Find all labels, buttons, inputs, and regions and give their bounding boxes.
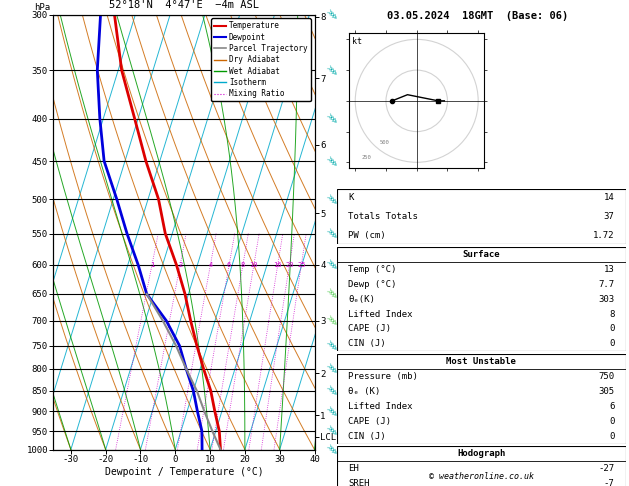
Y-axis label: km
ASL: km ASL bbox=[340, 213, 355, 232]
Text: 10: 10 bbox=[250, 262, 258, 268]
Text: CIN (J): CIN (J) bbox=[348, 432, 386, 441]
Text: EH: EH bbox=[348, 464, 359, 473]
Text: ⋙: ⋙ bbox=[324, 442, 338, 457]
Text: ⋙: ⋙ bbox=[324, 226, 338, 241]
Text: Lifted Index: Lifted Index bbox=[348, 310, 413, 318]
Text: SREH: SREH bbox=[348, 479, 370, 486]
Text: CIN (J): CIN (J) bbox=[348, 339, 386, 348]
Text: ⋙: ⋙ bbox=[324, 154, 338, 169]
Text: ⋙: ⋙ bbox=[324, 287, 338, 301]
Text: θₑ (K): θₑ (K) bbox=[348, 387, 381, 396]
Text: 25: 25 bbox=[297, 262, 306, 268]
Text: ⋙: ⋙ bbox=[324, 313, 338, 328]
Text: 6: 6 bbox=[227, 262, 231, 268]
Text: 8: 8 bbox=[241, 262, 245, 268]
Text: Lifted Index: Lifted Index bbox=[348, 402, 413, 411]
Text: ⋙: ⋙ bbox=[324, 404, 338, 419]
Text: CAPE (J): CAPE (J) bbox=[348, 417, 391, 426]
Text: ⋙: ⋙ bbox=[324, 258, 338, 272]
Text: Surface: Surface bbox=[462, 250, 500, 259]
Text: -7: -7 bbox=[604, 479, 615, 486]
Text: ⋙: ⋙ bbox=[324, 383, 338, 398]
Text: © weatheronline.co.uk: © weatheronline.co.uk bbox=[429, 472, 533, 481]
Text: 7.7: 7.7 bbox=[598, 280, 615, 289]
Text: 37: 37 bbox=[604, 212, 615, 221]
Text: 1.72: 1.72 bbox=[593, 231, 615, 240]
Text: K: K bbox=[348, 193, 353, 202]
Text: ⋙: ⋙ bbox=[324, 362, 338, 376]
Text: ⋙: ⋙ bbox=[324, 7, 338, 22]
Text: 305: 305 bbox=[598, 387, 615, 396]
Text: Hodograph: Hodograph bbox=[457, 449, 505, 458]
Text: 2: 2 bbox=[178, 262, 182, 268]
Text: 750: 750 bbox=[598, 372, 615, 381]
Text: θₑ(K): θₑ(K) bbox=[348, 295, 375, 304]
Text: 0: 0 bbox=[609, 325, 615, 333]
Text: 303: 303 bbox=[598, 295, 615, 304]
Text: ⋙: ⋙ bbox=[324, 192, 338, 207]
Text: 52°18'N  4°47'E  −4m ASL: 52°18'N 4°47'E −4m ASL bbox=[109, 0, 259, 10]
Text: 1: 1 bbox=[150, 262, 154, 268]
Text: -27: -27 bbox=[598, 464, 615, 473]
Text: 4: 4 bbox=[208, 262, 213, 268]
Text: 250: 250 bbox=[362, 155, 371, 160]
X-axis label: Dewpoint / Temperature (°C): Dewpoint / Temperature (°C) bbox=[104, 467, 264, 477]
Text: 8: 8 bbox=[609, 310, 615, 318]
Text: 0: 0 bbox=[609, 432, 615, 441]
Text: ⋙: ⋙ bbox=[324, 111, 338, 126]
Text: 20: 20 bbox=[285, 262, 294, 268]
Text: 13: 13 bbox=[604, 265, 615, 274]
Text: ⋙: ⋙ bbox=[324, 338, 338, 353]
Text: Totals Totals: Totals Totals bbox=[348, 212, 418, 221]
Text: 0: 0 bbox=[609, 339, 615, 348]
Text: 14: 14 bbox=[604, 193, 615, 202]
Text: ⋙: ⋙ bbox=[324, 424, 338, 438]
Text: 6: 6 bbox=[609, 402, 615, 411]
Text: Temp (°C): Temp (°C) bbox=[348, 265, 396, 274]
Text: Most Unstable: Most Unstable bbox=[446, 357, 516, 366]
Text: 0: 0 bbox=[609, 417, 615, 426]
Text: hPa: hPa bbox=[34, 3, 50, 12]
Text: ⋙: ⋙ bbox=[324, 63, 338, 78]
Text: 500: 500 bbox=[380, 140, 389, 145]
Text: Dewp (°C): Dewp (°C) bbox=[348, 280, 396, 289]
Text: CAPE (J): CAPE (J) bbox=[348, 325, 391, 333]
Text: 16: 16 bbox=[274, 262, 282, 268]
Text: PW (cm): PW (cm) bbox=[348, 231, 386, 240]
Text: kt: kt bbox=[352, 37, 362, 46]
Text: 03.05.2024  18GMT  (Base: 06): 03.05.2024 18GMT (Base: 06) bbox=[387, 11, 569, 21]
Legend: Temperature, Dewpoint, Parcel Trajectory, Dry Adiabat, Wet Adiabat, Isotherm, Mi: Temperature, Dewpoint, Parcel Trajectory… bbox=[211, 18, 311, 101]
Text: Pressure (mb): Pressure (mb) bbox=[348, 372, 418, 381]
